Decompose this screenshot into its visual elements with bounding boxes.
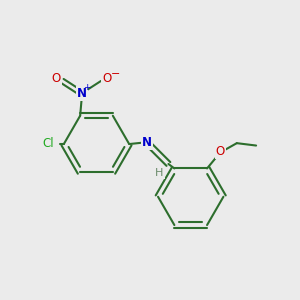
Text: −: − [110,69,120,80]
Text: Cl: Cl [43,137,54,150]
Text: O: O [215,145,225,158]
Text: +: + [83,83,91,92]
Text: N: N [76,87,87,100]
Text: O: O [102,72,112,85]
Text: O: O [52,72,61,85]
Text: H: H [155,168,164,178]
Text: N: N [142,136,152,149]
